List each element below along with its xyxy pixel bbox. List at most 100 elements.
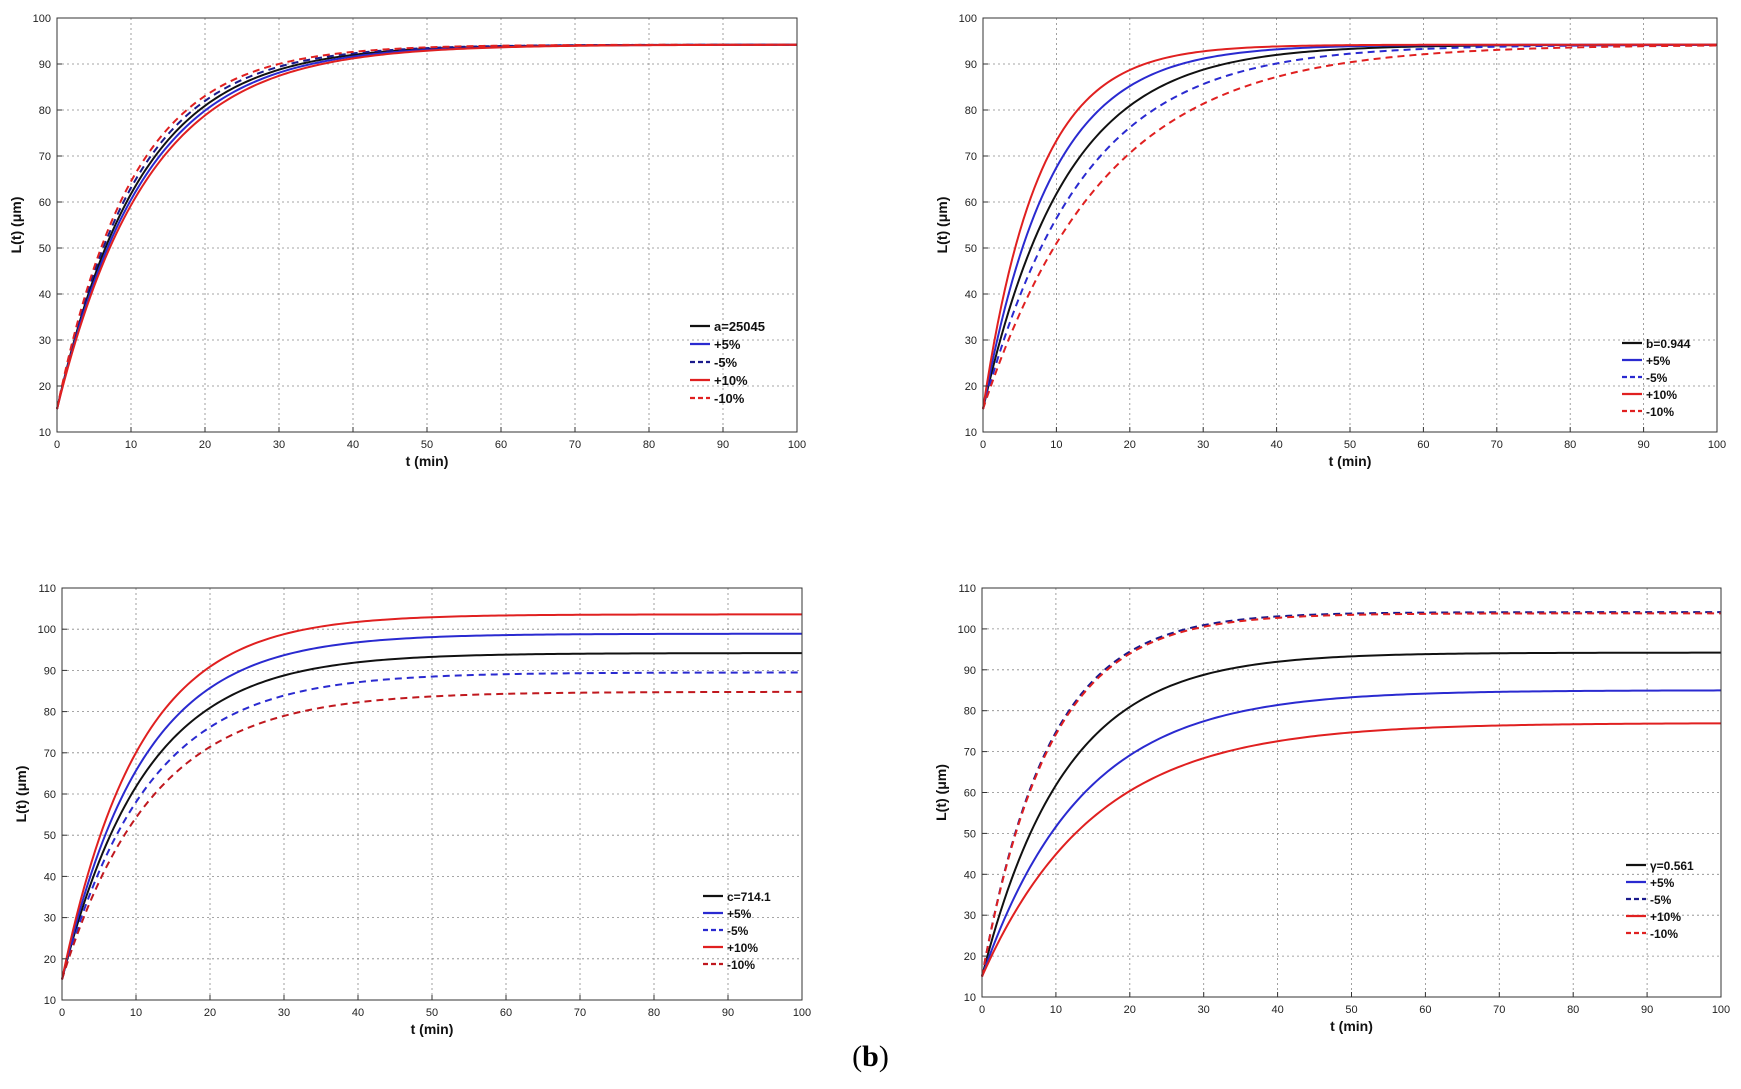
x-tick-label: 50 [421,439,433,451]
y-tick-label: 70 [964,747,976,759]
y-tick-label: 30 [44,913,56,925]
series-line-1 [981,689,1722,977]
x-tick-label: 40 [347,439,359,451]
y-tick-label: 50 [965,243,977,255]
series-line-2 [61,671,802,980]
y-tick-label: 40 [39,289,51,301]
x-tick-label: 60 [495,439,507,451]
y-tick-label: 20 [965,381,977,393]
x-tick-label: 0 [59,1007,65,1019]
x-axis-label: t (min) [1329,453,1372,469]
legend-label-2: -5% [727,924,749,938]
y-tick-label: 90 [39,59,51,71]
legend-label-4: -10% [1646,405,1674,419]
x-tick-label: 90 [1637,439,1649,451]
x-tick-label: 20 [204,1007,216,1019]
y-tick-label: 10 [39,427,51,439]
y-tick-label: 50 [39,243,51,255]
x-tick-label: 20 [1124,1004,1136,1016]
legend-label-3: +10% [714,373,748,388]
legend-label-0: c=714.1 [727,890,771,904]
y-tick-label: 60 [964,788,976,800]
y-tick-label: 80 [964,706,976,718]
x-tick-label: 30 [273,439,285,451]
y-tick-label: 100 [38,624,56,636]
series-line-4 [981,612,1721,977]
x-tick-label: 60 [500,1007,512,1019]
y-tick-label: 30 [39,335,51,347]
x-tick-label: 0 [54,439,60,451]
x-tick-label: 10 [1050,439,1062,451]
chart-svg-gamma: 0 10 20 30 40 50 60 70 80 90 100102030405060708090… [933,583,1730,1034]
x-tick-label: 100 [793,1007,811,1019]
x-tick-label: 0 [979,1004,985,1016]
series-line-1 [61,632,803,980]
series-line-0 [981,651,1722,977]
series-line-3 [61,613,802,980]
x-tick-label: 70 [574,1007,586,1019]
legend-label-1: +5% [1650,876,1675,890]
y-tick-label: 90 [965,59,977,71]
legend-label-1: +5% [727,907,752,921]
series-line-2 [56,43,797,410]
y-tick-label: 60 [965,197,977,209]
x-tick-label: 80 [648,1007,660,1019]
x-tick-label: 50 [1344,439,1356,451]
series-line-4 [982,44,1718,410]
legend-label-2: -5% [1650,893,1672,907]
series-line-4 [61,690,802,980]
x-tick-label: 10 [130,1007,142,1019]
y-tick-label: 20 [964,951,976,963]
legend-label-0: a=25045 [714,319,765,334]
y-tick-label: 20 [44,954,56,966]
y-tick-label: 70 [39,151,51,163]
x-axis-label: t (min) [406,453,449,469]
chart-panel-gamma: 0 10 20 30 40 50 60 70 80 90 100 10 20 30 40 50 60 70 80 90… [900,570,1741,1040]
legend-label-0: γ=0.561 [1650,859,1694,873]
legend-label-3: +10% [727,941,758,955]
y-tick-label: 50 [44,830,56,842]
x-tick-label: 20 [1124,439,1136,451]
y-tick-label: 10 [965,427,977,439]
y-tick-label: 90 [964,665,976,677]
x-tick-label: 40 [1271,1004,1283,1016]
caption-open: ( [852,1040,863,1073]
y-tick-label: 40 [44,871,56,883]
x-tick-label: 30 [278,1007,290,1019]
y-tick-label: 80 [965,105,977,117]
legend-label-0: b=0.944 [1646,337,1691,351]
x-axis-label: t (min) [1330,1018,1373,1034]
y-tick-label: 40 [965,289,977,301]
legend-label-4: -10% [1650,927,1678,941]
chart-panel-c: 0 10 20 30 40 50 60 70 80 90 100 10 20 30 40 50 60 70 80 90… [0,570,860,1040]
series-line-0 [61,652,802,980]
y-tick-label: 100 [33,13,51,25]
x-tick-label: 10 [125,439,137,451]
y-tick-label: 50 [964,828,976,840]
legend-label-2: -5% [714,355,738,370]
y-tick-label: 20 [39,381,51,393]
series-line-4 [56,43,797,410]
x-tick-label: 0 [980,439,986,451]
x-tick-label: 20 [199,439,211,451]
x-tick-label: 70 [569,439,581,451]
x-tick-label: 40 [1270,439,1282,451]
y-tick-label: 90 [44,665,56,677]
series-line-3 [981,722,1722,977]
y-axis-label: L(t) (μm) [8,197,24,254]
legend-label-2: -5% [1646,371,1668,385]
series-line-3 [982,43,1717,410]
y-tick-label: 110 [38,583,56,595]
x-tick-label: 80 [643,439,655,451]
y-tick-label: 70 [44,748,56,760]
legend-label-1: +5% [1646,354,1671,368]
x-tick-label: 90 [717,439,729,451]
y-tick-label: 10 [44,995,56,1007]
y-tick-label: 60 [39,197,51,209]
x-tick-label: 80 [1564,439,1576,451]
x-tick-label: 30 [1198,1004,1210,1016]
chart-panel-a: 0 10 20 30 40 50 60 70 80 90 100 10 20 30 40 50 60 70 80 90… [0,0,860,470]
chart-svg-c: 0 10 20 30 40 50 60 70 80 90 100102030405060708090… [13,583,811,1037]
x-tick-label: 80 [1567,1004,1579,1016]
y-axis-label: L(t) (μm) [933,764,949,821]
